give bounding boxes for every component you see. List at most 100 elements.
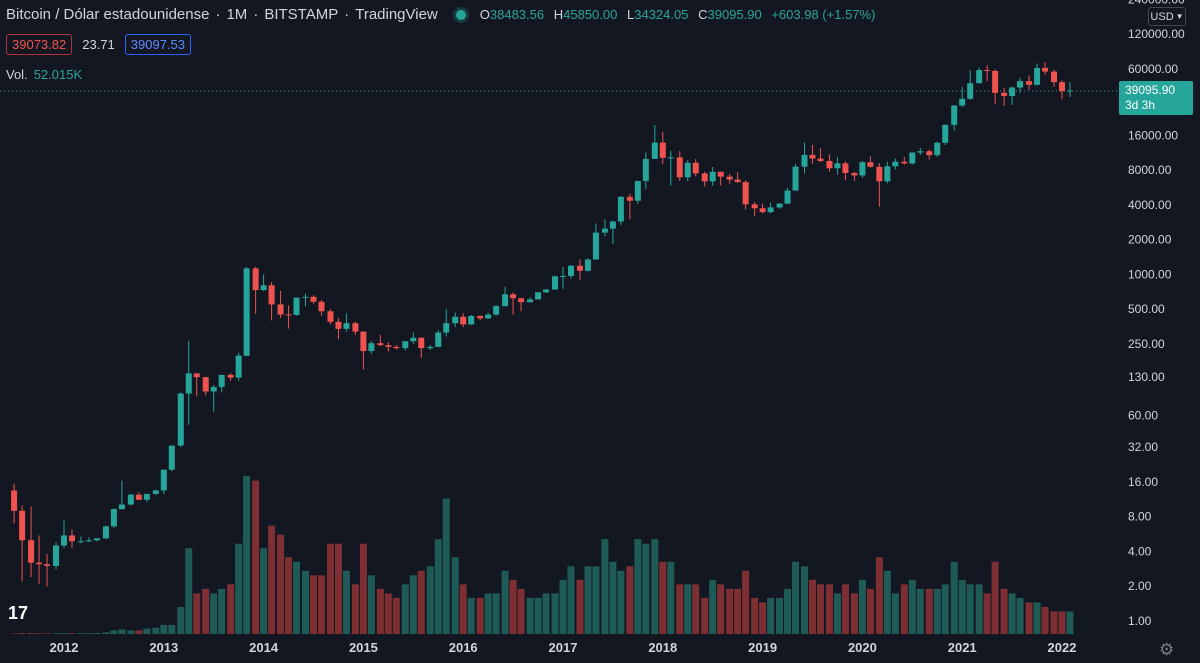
gear-icon[interactable]: ⚙ <box>1159 640 1175 659</box>
candle-body <box>584 259 591 271</box>
y-tick-label: 4.00 <box>1128 544 1152 558</box>
y-tick-label: 32.00 <box>1128 440 1158 454</box>
tradingview-logo-icon[interactable]: 17 <box>8 603 28 624</box>
candle-body <box>68 535 75 542</box>
candle-body <box>485 314 492 319</box>
volume-bar <box>317 575 325 634</box>
volume-bar <box>908 579 916 634</box>
volume-bar <box>676 584 684 634</box>
candle-body <box>218 374 225 388</box>
candle-body <box>709 171 716 182</box>
y-tick-label: 500.00 <box>1128 302 1165 316</box>
volume-bar <box>484 593 492 634</box>
chevron-down-icon: ▼ <box>1175 12 1184 21</box>
volume-bar <box>667 561 675 634</box>
volume-bar <box>260 548 268 634</box>
candle-body <box>543 289 550 293</box>
volume-bar <box>576 579 584 634</box>
candle-body <box>552 276 559 290</box>
candle-body <box>726 176 733 180</box>
candle-body <box>277 304 284 315</box>
candle-body <box>193 373 200 378</box>
y-tick-label: 250.00 <box>1128 337 1165 351</box>
candle-body <box>77 541 84 543</box>
candle-body <box>443 323 450 333</box>
volume-bar <box>617 570 625 634</box>
volume-bar <box>883 570 891 634</box>
volume-bar <box>816 584 824 634</box>
candle-body <box>318 301 325 312</box>
candle-body <box>402 341 409 349</box>
sell-button[interactable]: 39073.82 <box>6 34 73 55</box>
candle-body <box>576 265 583 271</box>
volume-bar <box>825 584 833 634</box>
candle-body <box>634 180 641 201</box>
volume-bar <box>709 579 717 634</box>
volume-bar <box>27 633 35 634</box>
candle-body <box>152 490 159 494</box>
last-price-value: 39095.90 <box>1125 83 1176 97</box>
candle-body <box>36 562 43 565</box>
y-tick-label: 60.00 <box>1128 409 1158 423</box>
candle-body <box>959 98 966 106</box>
x-tick-label: 2015 <box>349 640 378 655</box>
open-label: O <box>479 7 490 22</box>
volume-bar <box>925 588 933 634</box>
buy-button[interactable]: 39097.53 <box>124 34 192 55</box>
candle-body <box>842 163 849 173</box>
x-tick-label: 2018 <box>648 640 677 655</box>
candle-body <box>410 337 417 342</box>
volume-bar <box>509 579 517 634</box>
volume-bar <box>218 588 226 634</box>
candle-body <box>1001 92 1008 96</box>
volume-legend[interactable]: Vol. 52.015K <box>6 67 82 82</box>
volume-bar <box>359 543 367 634</box>
volume-bar <box>235 543 243 634</box>
low-label: L <box>627 7 635 22</box>
volume-bar <box>858 579 866 634</box>
candlesticks <box>11 61 1073 587</box>
market-status-icon[interactable] <box>455 9 466 20</box>
volume-bar <box>784 588 792 634</box>
volume-bar <box>152 627 160 634</box>
currency-select[interactable]: USD ▼ <box>1148 7 1186 26</box>
interval-label[interactable]: 1M <box>226 6 248 23</box>
ohlc-values: O38483.56 H45850.00 L34324.05 C39095.90 … <box>480 7 882 22</box>
volume-bar <box>866 588 874 634</box>
volume-bar <box>933 588 941 634</box>
volume-bar <box>392 597 400 634</box>
volume-bar <box>384 593 392 634</box>
candle-body <box>909 152 916 164</box>
volume-bar <box>492 593 500 634</box>
candle-body <box>168 445 175 470</box>
volume-bar <box>983 593 991 634</box>
last-price-tag: 39095.90 3d 3h <box>1119 81 1193 115</box>
volume-bar <box>759 602 767 634</box>
y-tick-label: 130.00 <box>1128 370 1165 384</box>
candle-body <box>235 355 242 378</box>
candle-body <box>11 490 18 511</box>
candle-body <box>53 545 60 566</box>
candle-body <box>335 321 342 329</box>
open-value: 38483.56 <box>489 7 545 22</box>
x-tick-label: 2020 <box>848 640 877 655</box>
volume-bar <box>584 566 592 634</box>
candle-body <box>352 323 359 332</box>
time-axis: 2012 2013 2014 2015 2016 2017 2018 2019 2020 2021… <box>50 640 1077 655</box>
candle-body <box>567 265 574 276</box>
candle-body <box>934 142 941 156</box>
volume-bar <box>210 593 218 634</box>
volume-bar <box>293 561 301 634</box>
candle-body <box>942 124 949 143</box>
x-tick-label: 2013 <box>149 640 178 655</box>
volume-bar <box>701 597 709 634</box>
candle-body <box>676 157 683 178</box>
symbol-title[interactable]: Bitcoin / Dólar estadounidense <box>6 6 210 23</box>
volume-bar <box>726 588 734 634</box>
candle-body <box>227 374 234 378</box>
candle-body <box>102 526 109 539</box>
candle-body <box>1042 67 1049 72</box>
candle-body <box>93 538 100 541</box>
candle-body <box>592 232 599 260</box>
